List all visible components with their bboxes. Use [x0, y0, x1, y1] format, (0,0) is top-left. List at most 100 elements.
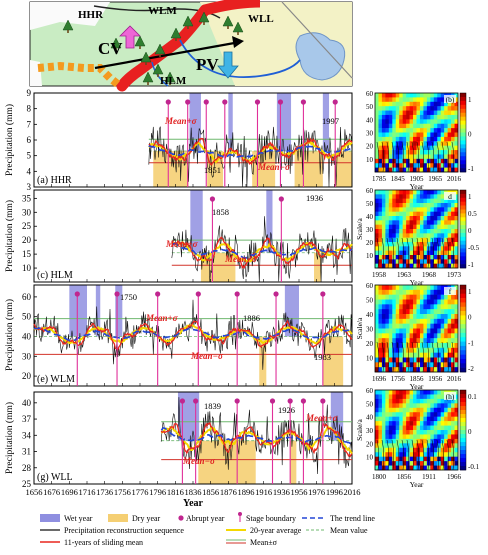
wavelet-cell	[433, 447, 438, 453]
wavelet-cell	[399, 119, 403, 125]
wavelet-cell	[378, 456, 383, 462]
wavelet-cell	[451, 150, 455, 155]
wavelet-cell	[444, 263, 448, 269]
wavelet-cell	[416, 136, 421, 142]
wavelet-cell	[395, 338, 400, 344]
wavelet-cell	[406, 233, 410, 238]
wavelet-cell	[423, 412, 428, 417]
x-tick-label: 1736	[96, 487, 113, 497]
wavelet-cell	[399, 289, 403, 295]
wavelet-cell	[454, 434, 459, 440]
wavelet-cell	[447, 141, 452, 146]
wavelet-cell	[409, 328, 414, 334]
colorbar-cell	[460, 190, 466, 195]
wavelet-cell	[375, 421, 379, 426]
wavelet-cell	[399, 443, 403, 449]
wavelet-cell	[395, 101, 400, 107]
wavelet-cell	[440, 461, 445, 466]
wavelet-cell	[413, 416, 417, 422]
wavelet-cell	[388, 211, 393, 217]
colorbar-cell	[460, 306, 466, 312]
wavelet-cell	[388, 123, 393, 129]
wavelet-cell	[402, 289, 407, 295]
wavelet-cell	[385, 132, 390, 138]
wavelet-cell	[402, 136, 407, 142]
dry-year-band	[294, 150, 323, 187]
wavelet-cell	[444, 357, 448, 363]
wavelet-cell	[381, 246, 386, 251]
wavelet-cell	[402, 425, 407, 431]
wavelet-cell	[426, 194, 431, 199]
wavelet-cell	[433, 246, 438, 251]
wavelet-cell	[444, 421, 448, 426]
wavelet-cell	[409, 362, 414, 368]
wavelet-cell	[406, 198, 410, 204]
wavelet-cell	[388, 452, 393, 457]
wavelet-cell	[423, 242, 428, 247]
wavelet-cell	[426, 237, 431, 243]
wavelet-cell	[454, 452, 459, 457]
wavelet-cell	[440, 97, 445, 103]
wavelet-cell	[395, 333, 400, 339]
wavelet-cell	[433, 461, 438, 466]
wavelet-cell	[385, 136, 390, 142]
wavelet-cell	[423, 110, 428, 116]
wavelet-cell	[378, 347, 383, 353]
wavelet-cell	[444, 150, 448, 155]
wavelet-cell	[433, 403, 438, 409]
wavelet-cell	[430, 421, 435, 426]
wavelet-cell	[378, 207, 383, 212]
wavelet-cell	[451, 294, 455, 300]
wavelet-cell	[440, 250, 445, 256]
wavelet-x-tick-label: 2016	[447, 175, 462, 183]
wavelet-cell	[416, 255, 421, 260]
wavelet-cell	[395, 250, 400, 256]
wavelet-cell	[430, 263, 435, 269]
map-label-wll: WLL	[248, 13, 274, 25]
wavelet-x-tick-label: 1800	[372, 473, 387, 481]
wavelet-cell	[375, 207, 379, 212]
wavelet-cell	[406, 367, 410, 373]
colorbar-cell	[460, 93, 466, 98]
wavelet-cell	[413, 403, 417, 409]
wavelet-cell	[409, 216, 414, 221]
wavelet-cell	[392, 198, 397, 204]
wavelet-cell	[433, 194, 438, 199]
wavelet-cell	[409, 430, 414, 435]
wavelet-cell	[375, 304, 379, 310]
x-tick-label: 1896	[238, 487, 255, 497]
wavelet-cell	[426, 403, 431, 409]
wavelet-x-tick-label: 1856	[410, 375, 425, 383]
wavelet-cell	[392, 412, 397, 417]
trend-line	[160, 427, 353, 447]
wavelet-cell	[444, 352, 448, 358]
wavelet-cell	[399, 304, 403, 310]
wavelet-cell	[440, 289, 445, 295]
wavelet-cell	[454, 263, 459, 269]
scale-tick-label: 60	[366, 282, 374, 290]
wavelet-cell	[423, 452, 428, 457]
wavelet-cell	[406, 194, 410, 199]
wavelet-x-tick-label: 1785	[372, 175, 387, 183]
wavelet-cell	[447, 154, 452, 160]
wavelet-cell	[440, 207, 445, 212]
wavelet-cell	[395, 141, 400, 146]
wavelet-cell	[447, 430, 452, 435]
wavelet-cell	[392, 246, 397, 251]
wavelet-cell	[378, 119, 383, 125]
wavelet-cell	[395, 438, 400, 444]
wavelet-cell	[454, 367, 459, 373]
wavelet-cell	[406, 132, 410, 138]
wavelet-cell	[416, 328, 421, 334]
wavelet-cell	[437, 294, 442, 300]
wavelet-cell	[378, 246, 383, 251]
wavelet-cell	[416, 343, 421, 349]
colorbar-cell	[460, 116, 466, 121]
wavelet-x-title: Year	[410, 480, 424, 489]
wavelet-cell	[451, 123, 455, 129]
wavelet-cell	[409, 294, 414, 300]
wavelet-cell	[375, 194, 379, 199]
wavelet-cell	[381, 198, 386, 204]
wavelet-cell	[406, 434, 410, 440]
wavelet-cell	[447, 352, 452, 358]
